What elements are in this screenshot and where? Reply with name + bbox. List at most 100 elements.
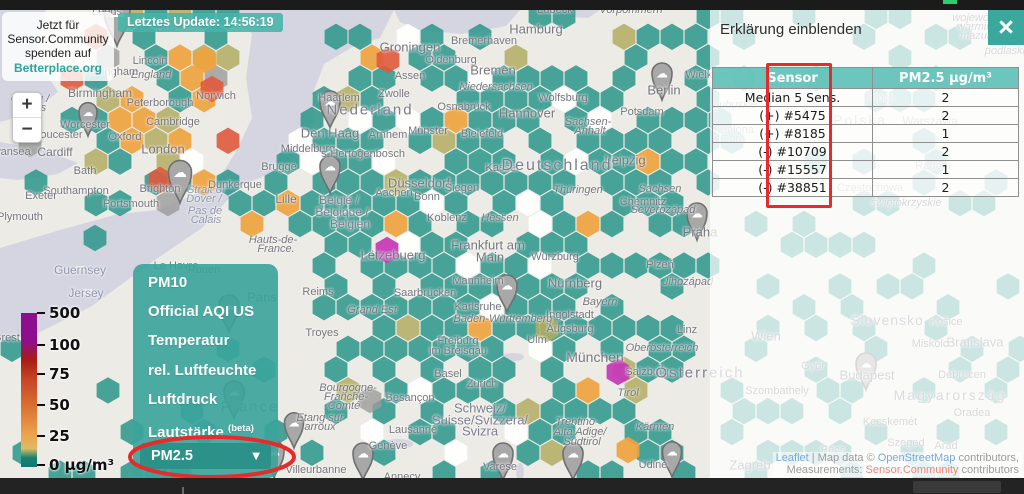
hex-cell[interactable] [96, 86, 120, 113]
hex-cell[interactable] [120, 127, 144, 154]
hex-cell[interactable] [468, 148, 492, 175]
hex-cell[interactable] [516, 314, 540, 342]
hex-cell[interactable] [300, 190, 324, 217]
layer-select-pm25[interactable]: PM2.5 ▼ [140, 443, 271, 469]
hex-cell[interactable] [540, 273, 564, 300]
hex-cell[interactable] [600, 335, 624, 362]
hex-cell[interactable] [420, 23, 444, 50]
hex-cell[interactable] [624, 377, 648, 404]
hex-cell[interactable] [300, 106, 324, 134]
hex-cell[interactable] [624, 169, 648, 196]
hex-cell[interactable] [480, 169, 504, 196]
hex-cell[interactable] [540, 231, 564, 258]
zoom-out-button[interactable]: − [21, 119, 33, 140]
hex-cell[interactable] [432, 127, 456, 154]
zoom-in-button[interactable]: + [21, 94, 33, 115]
hex-cell[interactable] [612, 398, 636, 425]
hex-cell[interactable] [516, 398, 540, 425]
hex-cell[interactable] [528, 210, 552, 238]
hex-cell[interactable] [148, 166, 172, 194]
hex-cell[interactable] [336, 335, 360, 362]
hex-cell[interactable] [324, 398, 348, 425]
osm-link[interactable]: OpenStreetMap [877, 452, 956, 464]
hex-cell[interactable] [336, 294, 360, 321]
map-marker-pin[interactable] [319, 155, 341, 196]
hex-cell[interactable] [384, 294, 408, 321]
hex-cell[interactable] [168, 44, 192, 71]
hex-cell[interactable] [360, 294, 384, 321]
hex-cell[interactable] [420, 356, 444, 383]
hex-cell[interactable] [444, 190, 468, 217]
hex-cell[interactable] [84, 148, 108, 175]
hex-cell[interactable] [648, 127, 672, 154]
hex-cell[interactable] [636, 23, 660, 50]
hex-cell[interactable] [156, 106, 180, 134]
hex-cell[interactable] [564, 273, 588, 300]
hex-cell[interactable] [216, 127, 240, 154]
hex-cell[interactable] [192, 169, 216, 196]
hex-cell[interactable] [600, 169, 624, 196]
hex-cell[interactable] [468, 23, 492, 50]
hex-cell[interactable] [408, 294, 432, 321]
hex-cell[interactable] [540, 148, 564, 175]
hex-cell[interactable] [84, 190, 108, 217]
map-marker-pin[interactable] [283, 412, 305, 451]
hex-cell[interactable] [456, 252, 480, 279]
hex-cell[interactable] [444, 439, 468, 466]
hex-cell[interactable] [492, 398, 516, 425]
hex-cell[interactable] [540, 356, 564, 383]
hex-cell[interactable] [216, 44, 240, 71]
hex-cell[interactable] [396, 231, 420, 258]
hex-cell[interactable] [60, 106, 84, 134]
hex-cell[interactable] [348, 148, 372, 175]
hex-cell[interactable] [372, 190, 396, 217]
hex-cell[interactable] [576, 377, 600, 404]
hex-cell[interactable] [444, 106, 468, 134]
hex-cell[interactable] [144, 44, 168, 71]
hex-cell[interactable] [420, 65, 444, 92]
hex-cell[interactable] [468, 273, 492, 300]
hex-cell[interactable] [376, 46, 400, 74]
close-button[interactable]: × [988, 9, 1024, 45]
hex-cell[interactable] [360, 335, 384, 362]
hex-cell[interactable] [432, 418, 456, 446]
hex-cell[interactable] [600, 210, 624, 238]
hex-cell[interactable] [636, 439, 660, 466]
hex-cell[interactable] [264, 169, 288, 196]
map-marker-pin[interactable] [562, 442, 584, 483]
hex-cell[interactable] [504, 169, 528, 196]
hex-cell[interactable] [648, 210, 672, 238]
hex-cell[interactable] [372, 356, 396, 383]
map-marker-pin[interactable] [167, 159, 193, 206]
hex-cell[interactable] [648, 169, 672, 196]
hex-cell[interactable] [504, 418, 528, 446]
hex-cell[interactable] [24, 169, 48, 196]
hex-cell[interactable] [516, 439, 540, 466]
hex-cell[interactable] [672, 335, 696, 362]
hex-cell[interactable] [156, 190, 180, 217]
hex-cell[interactable] [528, 418, 552, 446]
hex-cell[interactable] [200, 75, 224, 103]
hex-cell[interactable] [132, 106, 156, 134]
hex-cell[interactable] [180, 65, 204, 92]
hex-cell[interactable] [504, 86, 528, 113]
hex-cell[interactable] [648, 252, 672, 279]
hex-cell[interactable] [300, 439, 324, 466]
hex-cell[interactable] [372, 314, 396, 342]
hex-cell[interactable] [588, 398, 612, 425]
hex-cell[interactable] [396, 314, 420, 342]
hex-cell[interactable] [480, 210, 504, 238]
map-marker-pin[interactable] [319, 90, 341, 131]
map-marker-pin[interactable] [352, 442, 374, 483]
hex-cell[interactable] [372, 106, 396, 134]
hex-cell[interactable] [420, 190, 444, 217]
hex-cell[interactable] [480, 252, 504, 279]
hex-cell[interactable] [588, 106, 612, 134]
hex-cell[interactable] [108, 190, 132, 217]
hex-cell[interactable] [624, 44, 648, 71]
hex-cell[interactable] [432, 294, 456, 321]
hex-cell[interactable] [540, 190, 564, 217]
hex-cell[interactable] [120, 86, 144, 113]
hex-cell[interactable] [660, 23, 684, 50]
hex-cell[interactable] [372, 439, 396, 466]
